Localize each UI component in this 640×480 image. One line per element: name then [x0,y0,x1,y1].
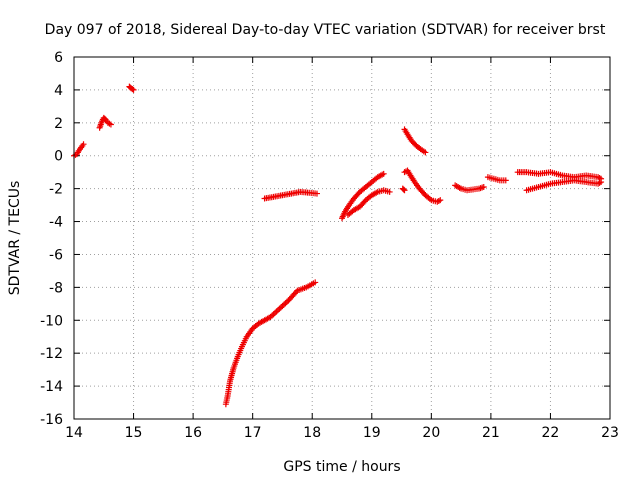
x-tick-label: 20 [422,425,440,441]
x-tick-label: 17 [244,425,262,441]
y-tick-label: -8 [49,280,63,296]
series-segment-seg-a [71,141,87,159]
data-point [502,177,509,184]
series-segment-seg-k [452,182,487,194]
series-segment-seg-n [523,177,605,194]
y-tick-label: -12 [40,346,63,362]
grid [74,57,610,419]
y-tick-label: -16 [40,412,63,428]
y-tick-labels: 6 4 2 0 -2 -4 -6 -8 -10 -12 -14 -16 [40,50,63,428]
series-segment-seg-g [344,187,393,218]
y-tick-label: 0 [54,149,63,165]
x-tick-label: 22 [542,425,560,441]
data-point [437,197,444,204]
data-point [598,179,605,186]
data-point [480,183,487,190]
x-tick-label: 16 [184,425,202,441]
series-segment-seg-e [261,188,320,202]
series-segment-seg-h [399,185,408,194]
data-point [312,279,319,286]
series-segment-seg-f [339,170,387,222]
x-tick-label: 14 [65,425,83,441]
data-point [130,86,137,93]
data-point [400,186,407,193]
series-segment-seg-c [126,83,137,93]
y-tick-label: -6 [49,247,63,263]
plot-frame [73,56,611,420]
x-tick-label: 21 [482,425,500,441]
series-segment-seg-i [401,167,444,205]
y-tick-label: -14 [40,379,63,395]
series-segment-seg-j [401,126,429,156]
data-point [422,149,429,156]
y-tick-label: 4 [54,83,63,99]
data-point [80,141,87,148]
data-point [386,188,393,195]
data-point [380,170,387,177]
x-tick-labels: 14 15 16 17 18 19 20 21 22 23 [65,425,619,441]
x-tick-label: 15 [125,425,143,441]
x-axis-label: GPS time / hours [283,459,400,475]
x-tick-label: 19 [363,425,381,441]
y-tick-label: -4 [49,215,63,231]
series-segment-seg-m [514,169,605,182]
axis-ticks [73,56,611,420]
y-tick-label: 2 [54,116,63,132]
x-tick-label: 18 [303,425,321,441]
data-points [71,83,605,408]
y-tick-label: -10 [40,313,63,329]
series-segment-seg-l [484,174,509,184]
chart-title: Day 097 of 2018, Sidereal Day-to-day VTE… [45,22,606,38]
y-axis-label: SDTVAR / TECUs [7,181,23,296]
data-point [107,121,114,128]
y-tick-label: 6 [54,50,63,66]
series-segment-seg-b [96,114,114,131]
data-point [129,86,136,93]
data-point [313,190,320,197]
data-point [401,187,408,194]
y-tick-label: -2 [49,182,63,198]
x-tick-label: 23 [601,425,619,441]
series-segment-seg-d [222,279,319,408]
